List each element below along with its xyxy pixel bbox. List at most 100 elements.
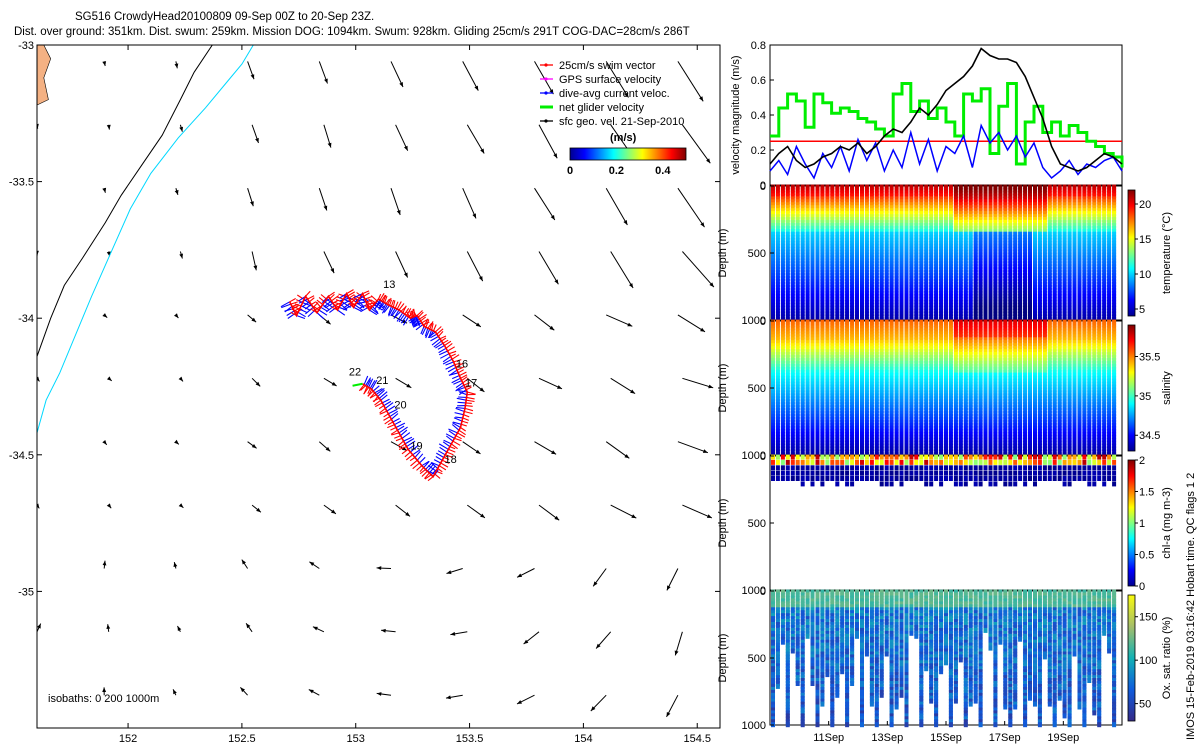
swim-vector xyxy=(449,446,456,450)
section-dot xyxy=(864,196,869,202)
dac-vector xyxy=(388,408,398,415)
geo-arrow-head xyxy=(478,276,483,282)
section-dot xyxy=(795,290,800,296)
section-dot xyxy=(899,273,904,278)
section-dot xyxy=(1033,296,1037,302)
section-dot xyxy=(998,199,1003,205)
section-dot xyxy=(1037,190,1042,196)
section-dot xyxy=(845,237,850,243)
track-end-marker xyxy=(352,382,363,387)
section-dot xyxy=(934,293,939,299)
section-dot xyxy=(864,276,869,281)
section-dot xyxy=(909,240,914,246)
section-dot xyxy=(973,246,978,252)
section-dot xyxy=(869,305,874,311)
section-dot xyxy=(820,184,825,190)
section-ylabel: Depth (m) xyxy=(717,229,729,278)
section-dot xyxy=(968,314,973,320)
section-dot xyxy=(983,281,988,287)
section-dot xyxy=(1072,314,1077,320)
swim-vector xyxy=(347,291,356,297)
section-dot xyxy=(1018,255,1023,261)
section-dot xyxy=(909,293,914,299)
section-dot xyxy=(958,264,963,270)
section-dot xyxy=(820,267,825,273)
section-dot xyxy=(810,228,815,234)
section-dot xyxy=(889,252,894,258)
section-dot xyxy=(845,234,850,240)
swim-vector xyxy=(404,307,410,315)
section-dot xyxy=(775,264,780,270)
section-dot xyxy=(929,196,934,202)
section-dot xyxy=(1003,281,1008,287)
section-dot xyxy=(1072,284,1077,290)
section-dot xyxy=(978,314,983,320)
section-dot xyxy=(850,205,855,211)
section-dot xyxy=(860,219,864,225)
section-dot xyxy=(850,273,855,278)
section-dot xyxy=(830,246,835,252)
section-dot xyxy=(810,199,815,205)
section-dot xyxy=(934,231,939,237)
section-dot xyxy=(1008,290,1013,296)
section-dot xyxy=(825,261,830,267)
section-dot xyxy=(1033,196,1037,202)
swim-vector xyxy=(410,459,418,467)
section-dot xyxy=(780,255,785,261)
section-dot xyxy=(1042,267,1047,273)
section-dot xyxy=(894,273,899,278)
section-dot xyxy=(889,219,894,225)
section-dot xyxy=(998,267,1003,273)
swim-vector xyxy=(356,292,362,297)
section-dot xyxy=(1023,199,1028,205)
section-dot xyxy=(795,199,800,205)
section-dot xyxy=(1003,240,1008,246)
section-dot xyxy=(1018,287,1023,293)
swim-vector xyxy=(313,306,320,311)
section-dot xyxy=(869,231,874,237)
section-dot xyxy=(785,217,790,222)
section-dot xyxy=(998,219,1003,225)
section-dot xyxy=(840,302,845,308)
section-dot xyxy=(929,205,934,211)
section-dot xyxy=(1067,217,1072,222)
section-dot xyxy=(1067,273,1072,278)
section-dot xyxy=(968,225,973,231)
section-ytick-label: 500 xyxy=(748,248,766,260)
section-dot xyxy=(953,184,958,190)
section-dot xyxy=(1037,305,1042,311)
section-dot xyxy=(973,308,978,314)
section-dot xyxy=(988,184,993,190)
section-dot xyxy=(1042,261,1047,267)
section-dot xyxy=(869,284,874,290)
section-dot xyxy=(771,208,775,214)
section-dot xyxy=(978,278,983,284)
section-dot xyxy=(790,205,795,211)
swim-vector xyxy=(438,331,444,337)
swim-vector xyxy=(448,350,457,355)
section-dot xyxy=(978,308,983,314)
section-dot xyxy=(850,208,855,214)
section-dot xyxy=(978,234,983,240)
section-dot xyxy=(963,267,968,273)
colorbar-tick-label: 0.4 xyxy=(655,165,671,177)
geo-arrow-head xyxy=(102,440,107,445)
section-dot xyxy=(953,249,958,255)
section-dot xyxy=(934,302,939,308)
section-dot xyxy=(1037,296,1042,302)
section-dot xyxy=(800,258,805,264)
geo-arrow-head xyxy=(553,153,558,159)
section-dot xyxy=(948,305,953,311)
dac-vector xyxy=(378,301,384,309)
section-dot xyxy=(1042,217,1047,222)
section-dot xyxy=(1008,273,1013,278)
geo-arrow-head xyxy=(177,626,182,631)
section-dot xyxy=(835,222,840,228)
section-dot xyxy=(1042,234,1047,240)
dac-vector xyxy=(359,304,368,309)
section-dot xyxy=(1062,258,1067,264)
section-dot xyxy=(835,214,840,220)
section-dot xyxy=(884,208,889,214)
section-dot xyxy=(780,199,785,205)
dac-vector xyxy=(447,366,457,373)
